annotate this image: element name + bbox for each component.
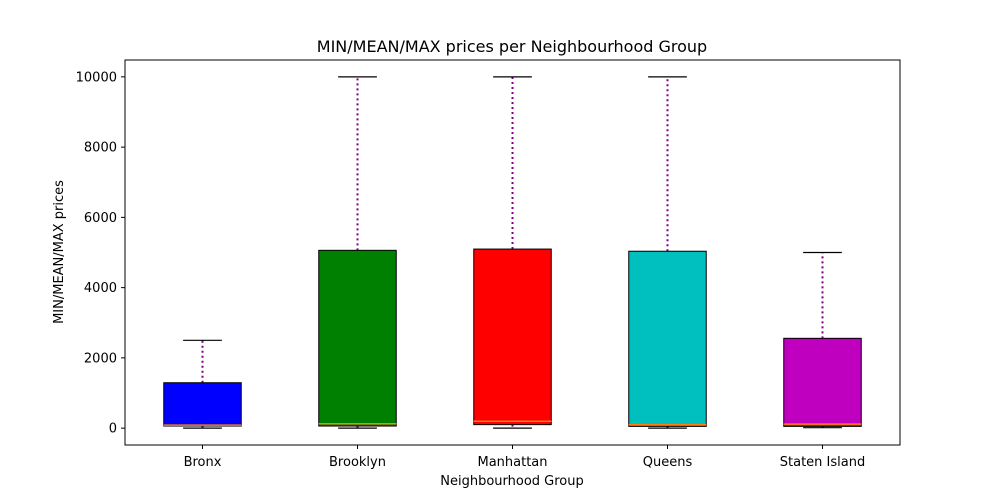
y-tick-label: 0	[109, 422, 117, 437]
box-queens	[628, 250, 707, 427]
box-staten-island	[783, 337, 862, 427]
y-tick-label: 6000	[84, 211, 117, 226]
x-tick-label: Queens	[643, 455, 693, 470]
x-axis-label: Neighbourhood Group	[440, 474, 584, 489]
plot-frame	[124, 59, 901, 446]
box-brooklyn	[318, 249, 397, 427]
x-tick-label: Staten Island	[780, 455, 865, 470]
y-tick-label: 8000	[84, 141, 117, 156]
x-tick-label: Bronx	[184, 455, 222, 470]
box-manhattan	[473, 248, 552, 426]
plot-area: 0 2000 4000 6000 8000 10000 Bronx Brooklyn Manha…	[76, 70, 866, 470]
chart-title: MIN/MEAN/MAX prices per Neighbourhood Gr…	[317, 37, 707, 56]
y-tick-label: 4000	[84, 281, 117, 296]
x-tick-label: Manhattan	[477, 455, 547, 470]
y-tick-label: 2000	[84, 351, 117, 366]
box-bronx	[163, 382, 242, 427]
x-tick-label: Brooklyn	[329, 455, 386, 470]
y-tick-label: 10000	[76, 70, 117, 85]
y-axis-label: MIN/MEAN/MAX prices	[52, 180, 67, 324]
